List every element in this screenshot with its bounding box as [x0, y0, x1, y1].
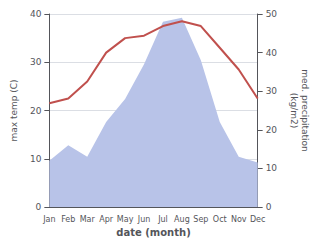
svg-text:10: 10: [266, 163, 278, 173]
svg-text:Nov: Nov: [231, 215, 247, 224]
svg-text:(kg/m2): (kg/m2): [289, 93, 299, 128]
svg-text:20: 20: [30, 106, 42, 116]
svg-text:50: 50: [266, 9, 278, 19]
svg-text:Sep: Sep: [193, 215, 208, 224]
svg-text:Dec: Dec: [250, 215, 265, 224]
svg-text:Mar: Mar: [80, 215, 96, 224]
svg-text:40: 40: [30, 9, 42, 19]
svg-text:Apr: Apr: [99, 215, 114, 224]
svg-text:Aug: Aug: [174, 215, 190, 224]
svg-text:date (month): date (month): [116, 227, 190, 238]
svg-text:Jan: Jan: [42, 215, 55, 224]
svg-text:0: 0: [266, 202, 272, 212]
svg-text:20: 20: [266, 125, 278, 135]
svg-text:30: 30: [266, 86, 278, 96]
svg-text:max temp (C): max temp (C): [9, 79, 19, 141]
svg-text:Oct: Oct: [213, 215, 227, 224]
svg-text:med. precipitation: med. precipitation: [300, 69, 310, 151]
svg-text:Jul: Jul: [157, 215, 168, 224]
svg-text:30: 30: [30, 57, 42, 67]
svg-text:May: May: [117, 215, 134, 224]
svg-text:40: 40: [266, 48, 278, 58]
svg-text:10: 10: [30, 154, 42, 164]
svg-text:Jun: Jun: [137, 215, 151, 224]
svg-text:0: 0: [36, 202, 42, 212]
svg-text:Feb: Feb: [61, 215, 75, 224]
